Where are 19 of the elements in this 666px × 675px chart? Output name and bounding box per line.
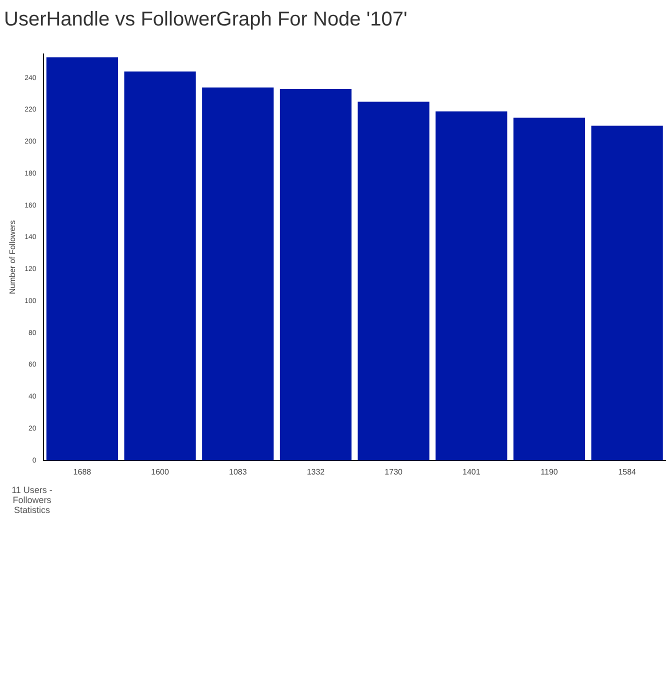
x-tick-label: 1401 (462, 467, 481, 476)
text: 11 Users - Followers Statistics (10, 485, 54, 515)
bar (202, 87, 274, 460)
x-tick-label: 1190 (540, 467, 558, 476)
x-tick-label: 1688 (73, 467, 92, 476)
bar (513, 118, 586, 460)
x-tick-label: 1730 (384, 467, 404, 476)
bar (591, 126, 663, 460)
bar (436, 111, 508, 460)
y-axis-title: Number of Followers (8, 220, 18, 294)
x-tick-label: 1332 (306, 467, 326, 476)
chart-title: UserHandle vs FollowerGraph For Node '107' (4, 8, 408, 31)
bar (46, 57, 118, 460)
bar (358, 102, 430, 460)
bar (124, 72, 196, 460)
bar (280, 89, 352, 460)
x-tick-label: 1584 (618, 467, 637, 476)
x-tick-label: 1083 (228, 467, 248, 476)
x-tick-label: 1600 (151, 467, 170, 476)
